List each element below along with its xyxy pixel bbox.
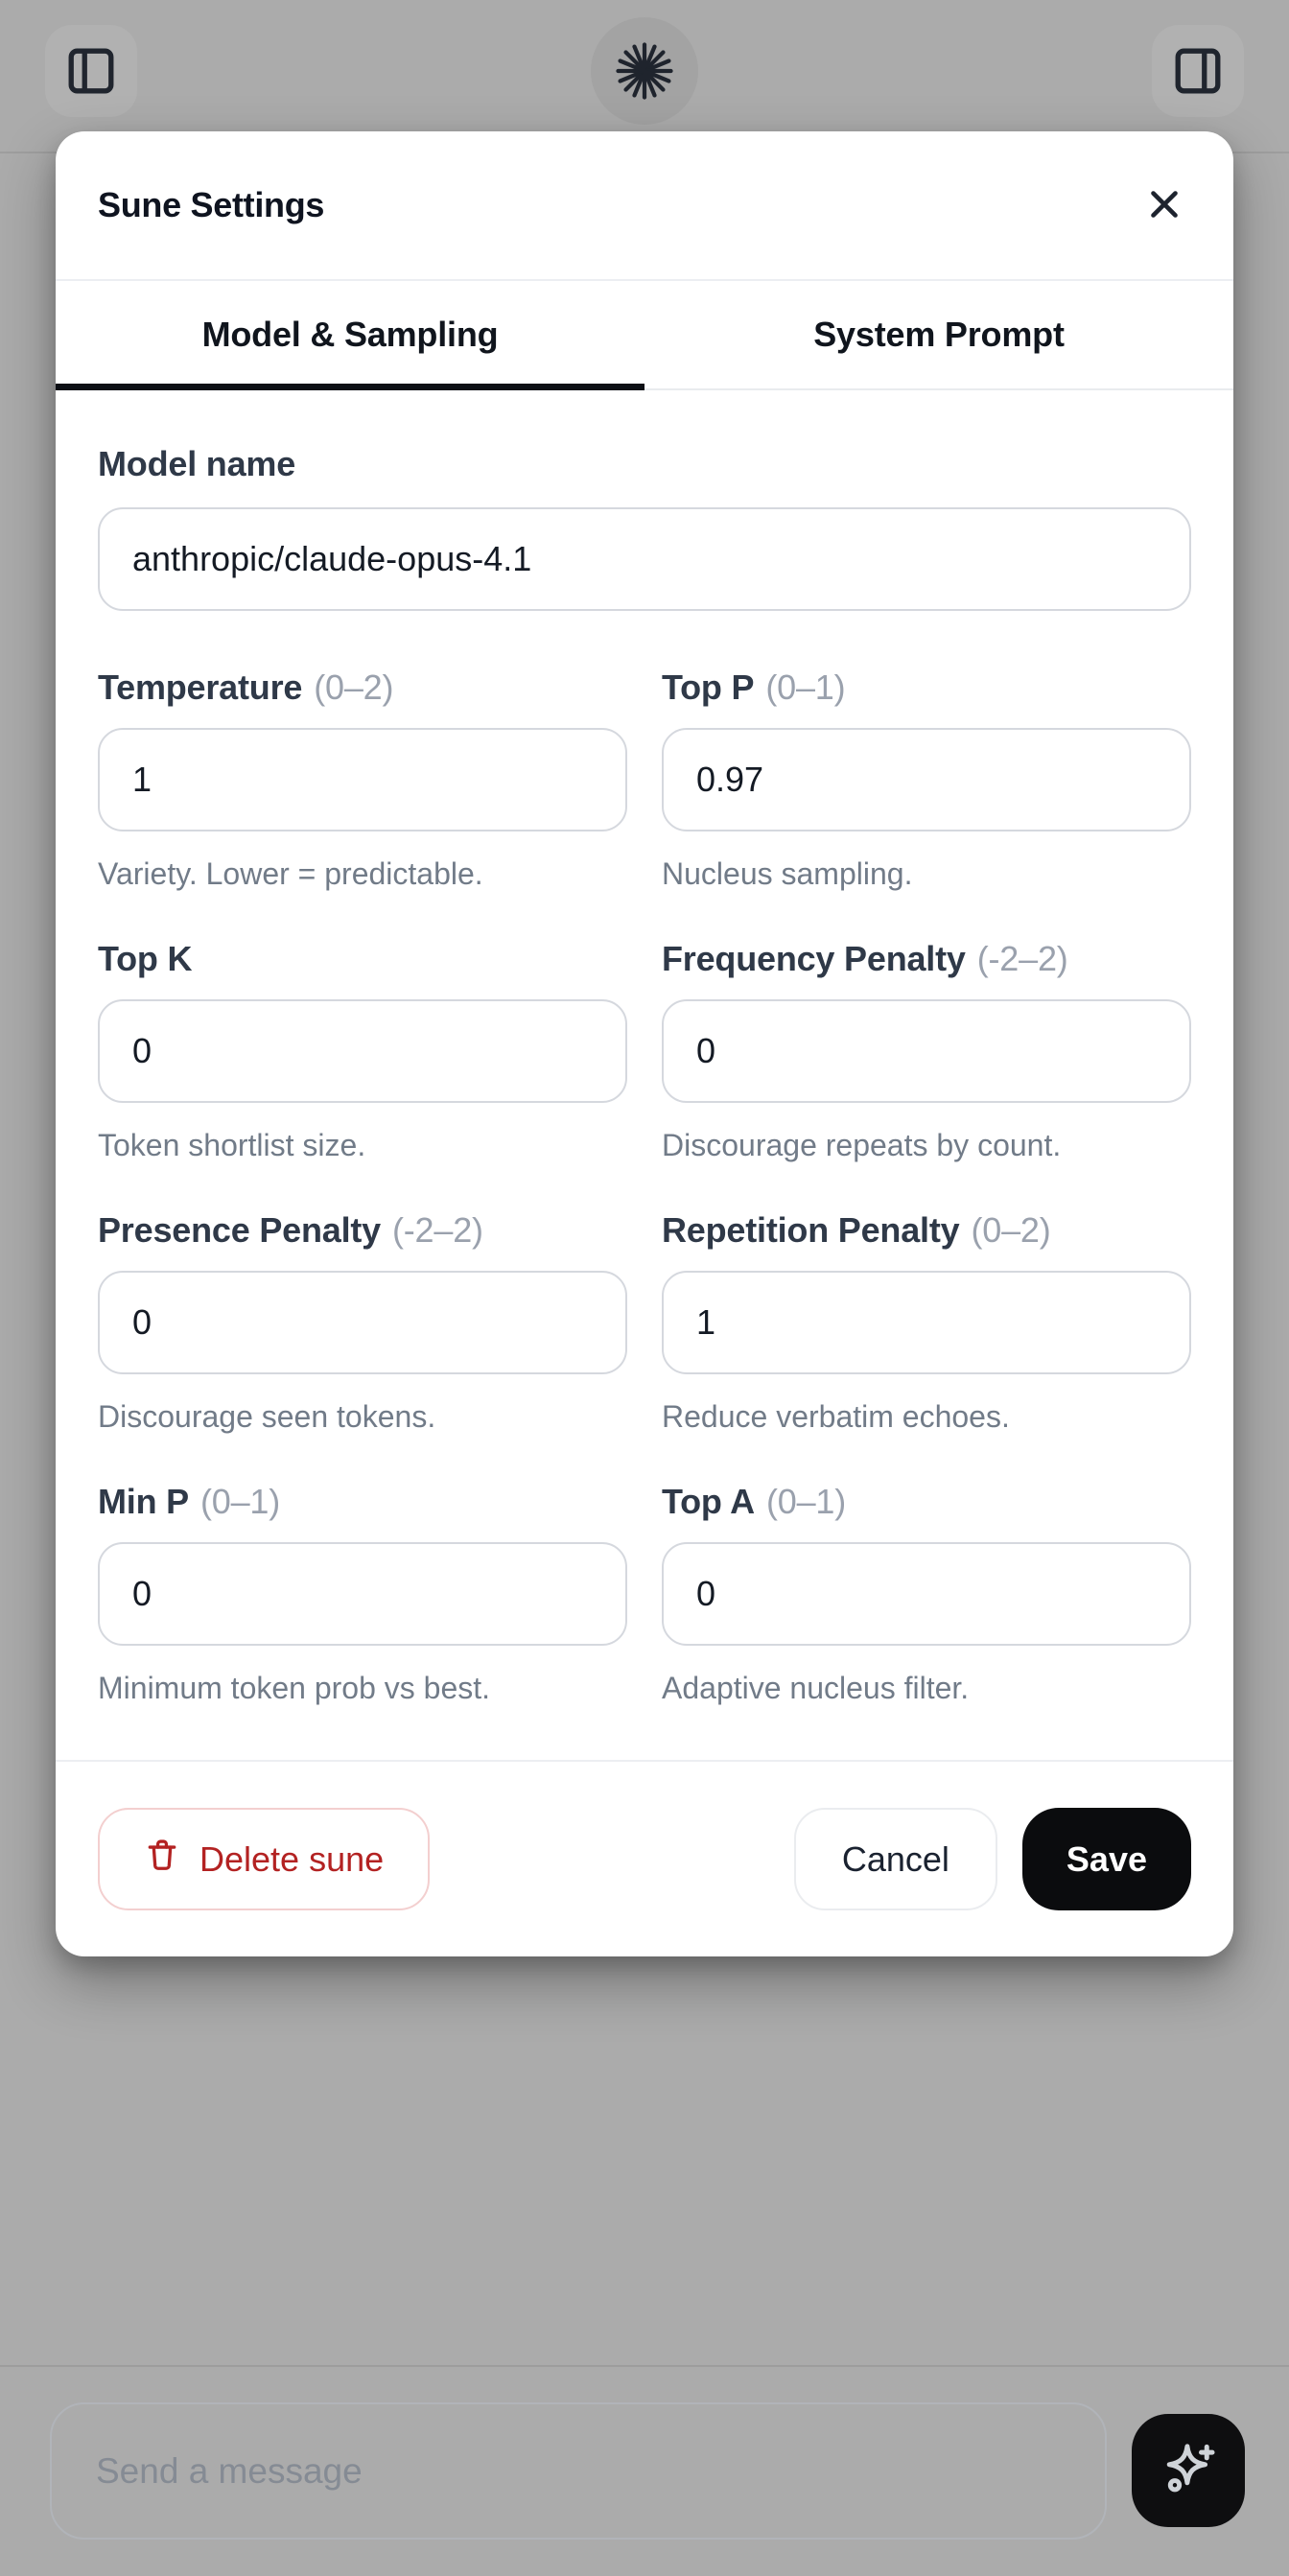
temperature-input[interactable] <box>98 728 627 831</box>
trash-icon <box>144 1836 180 1883</box>
tab-model-and-sampling[interactable]: Model & Sampling <box>56 281 644 390</box>
presence-penalty-helper: Discourage seen tokens. <box>98 1399 436 1434</box>
label-text: Top A <box>662 1482 755 1521</box>
top-a-input[interactable] <box>662 1542 1191 1646</box>
repetition-penalty-input[interactable] <box>662 1271 1191 1374</box>
top-a-label: Top A (0–1) <box>662 1483 1191 1521</box>
frequency-penalty-label: Frequency Penalty (-2–2) <box>662 940 1191 978</box>
label-text: Frequency Penalty <box>662 939 966 978</box>
top-k-input[interactable] <box>98 999 627 1103</box>
range-text: (0–1) <box>200 1482 281 1521</box>
repetition-penalty-helper: Reduce verbatim echoes. <box>662 1399 1010 1434</box>
dialog-title: Sune Settings <box>98 185 325 224</box>
toggle-right-panel-button[interactable] <box>1152 25 1244 117</box>
sparkles-icon <box>1157 2438 1220 2504</box>
cancel-button[interactable]: Cancel <box>793 1808 997 1910</box>
top-a-helper: Adaptive nucleus filter. <box>662 1671 970 1705</box>
label-text: Repetition Penalty <box>662 1210 960 1250</box>
top-p-input[interactable] <box>662 728 1191 831</box>
top-p-helper: Nucleus sampling. <box>662 856 913 891</box>
sune-settings-dialog: Sune Settings Model & Sampling System Pr… <box>56 131 1233 1956</box>
range-text: (0–1) <box>765 667 846 707</box>
repetition-penalty-field-group: Repetition Penalty (0–2) Reduce verbatim … <box>662 1211 1191 1435</box>
range-text: (0–2) <box>314 667 394 707</box>
panel-right-icon <box>1170 43 1226 99</box>
model-name-field-group: Model name <box>98 444 1191 611</box>
label-text: Temperature <box>98 667 303 707</box>
repetition-penalty-label: Repetition Penalty (0–2) <box>662 1211 1191 1250</box>
min-p-input[interactable] <box>98 1542 627 1646</box>
presence-penalty-input[interactable] <box>98 1271 627 1374</box>
save-button[interactable]: Save <box>1021 1808 1191 1910</box>
send-message-button[interactable] <box>1132 2414 1245 2527</box>
range-text: (-2–2) <box>391 1210 483 1250</box>
presence-penalty-field-group: Presence Penalty(-2–2) Discourage seen t… <box>98 1211 627 1435</box>
tab-label: Model & Sampling <box>201 315 499 354</box>
panel-left-icon <box>63 43 119 99</box>
top-a-field-group: Top A (0–1) Adaptive nucleus filter. <box>662 1483 1191 1706</box>
message-input[interactable] <box>50 2402 1107 2540</box>
toggle-left-panel-button[interactable] <box>45 25 137 117</box>
close-dialog-button[interactable] <box>1137 178 1191 232</box>
top-p-label: Top P (0–1) <box>662 668 1191 707</box>
top-app-bar <box>0 0 1289 153</box>
frequency-penalty-input[interactable] <box>662 999 1191 1103</box>
label-text: Top K <box>98 939 193 978</box>
footer-actions: Cancel Save <box>793 1808 1191 1910</box>
dialog-footer: Delete sune Cancel Save <box>56 1760 1233 1956</box>
label-text: Min P <box>98 1482 189 1521</box>
top-k-label: Top K <box>98 940 627 978</box>
temperature-label: Temperature (0–2) <box>98 668 627 707</box>
model-name-input[interactable] <box>98 507 1191 611</box>
label-text: Top P <box>662 667 755 707</box>
range-text: (0–1) <box>765 1482 847 1521</box>
min-p-label: Min P (0–1) <box>98 1483 627 1521</box>
settings-tabs: Model & Sampling System Prompt <box>56 281 1233 390</box>
temperature-field-group: Temperature (0–2) Variety. Lower = predic… <box>98 668 627 892</box>
top-p-field-group: Top P(0–1) Nucleus sampling. <box>662 668 1191 892</box>
dialog-body: Model name Temperature (0–2) Variety. Low… <box>56 390 1233 1760</box>
close-icon <box>1142 182 1186 229</box>
top-k-field-group: Top K Token shortlist size. <box>98 940 627 1163</box>
frequency-penalty-field-group: Frequency Penalty (-2–2) Discourage repea… <box>662 940 1191 1163</box>
app-home-button[interactable] <box>591 17 698 125</box>
tab-system-prompt[interactable]: System Prompt <box>644 281 1233 388</box>
dialog-header: Sune Settings <box>56 131 1233 281</box>
min-p-helper: Minimum token prob vs best. <box>98 1671 491 1705</box>
tab-label: System Prompt <box>813 315 1065 354</box>
sampling-parameters-grid: Temperature (0–2) Variety. Lower = predic… <box>98 668 1191 1706</box>
top-k-helper: Token shortlist size. <box>98 1128 366 1162</box>
range-text: (-2–2) <box>976 939 1068 978</box>
temperature-helper: Variety. Lower = predictable. <box>98 856 483 891</box>
frequency-penalty-helper: Discourage repeats by count. <box>662 1128 1062 1162</box>
model-name-label: Model name <box>98 444 296 483</box>
starburst-icon <box>613 39 676 103</box>
delete-sune-button[interactable]: Delete sune <box>98 1808 431 1910</box>
label-text: Presence Penalty <box>98 1210 381 1250</box>
range-text: (0–2) <box>971 1210 1051 1250</box>
delete-sune-label: Delete sune <box>199 1838 385 1879</box>
presence-penalty-label: Presence Penalty (-2–2) <box>98 1211 627 1250</box>
min-p-field-group: Min P (0–1) Minimum token prob vs best. <box>98 1483 627 1706</box>
composer-top-divider <box>0 2365 1289 2367</box>
